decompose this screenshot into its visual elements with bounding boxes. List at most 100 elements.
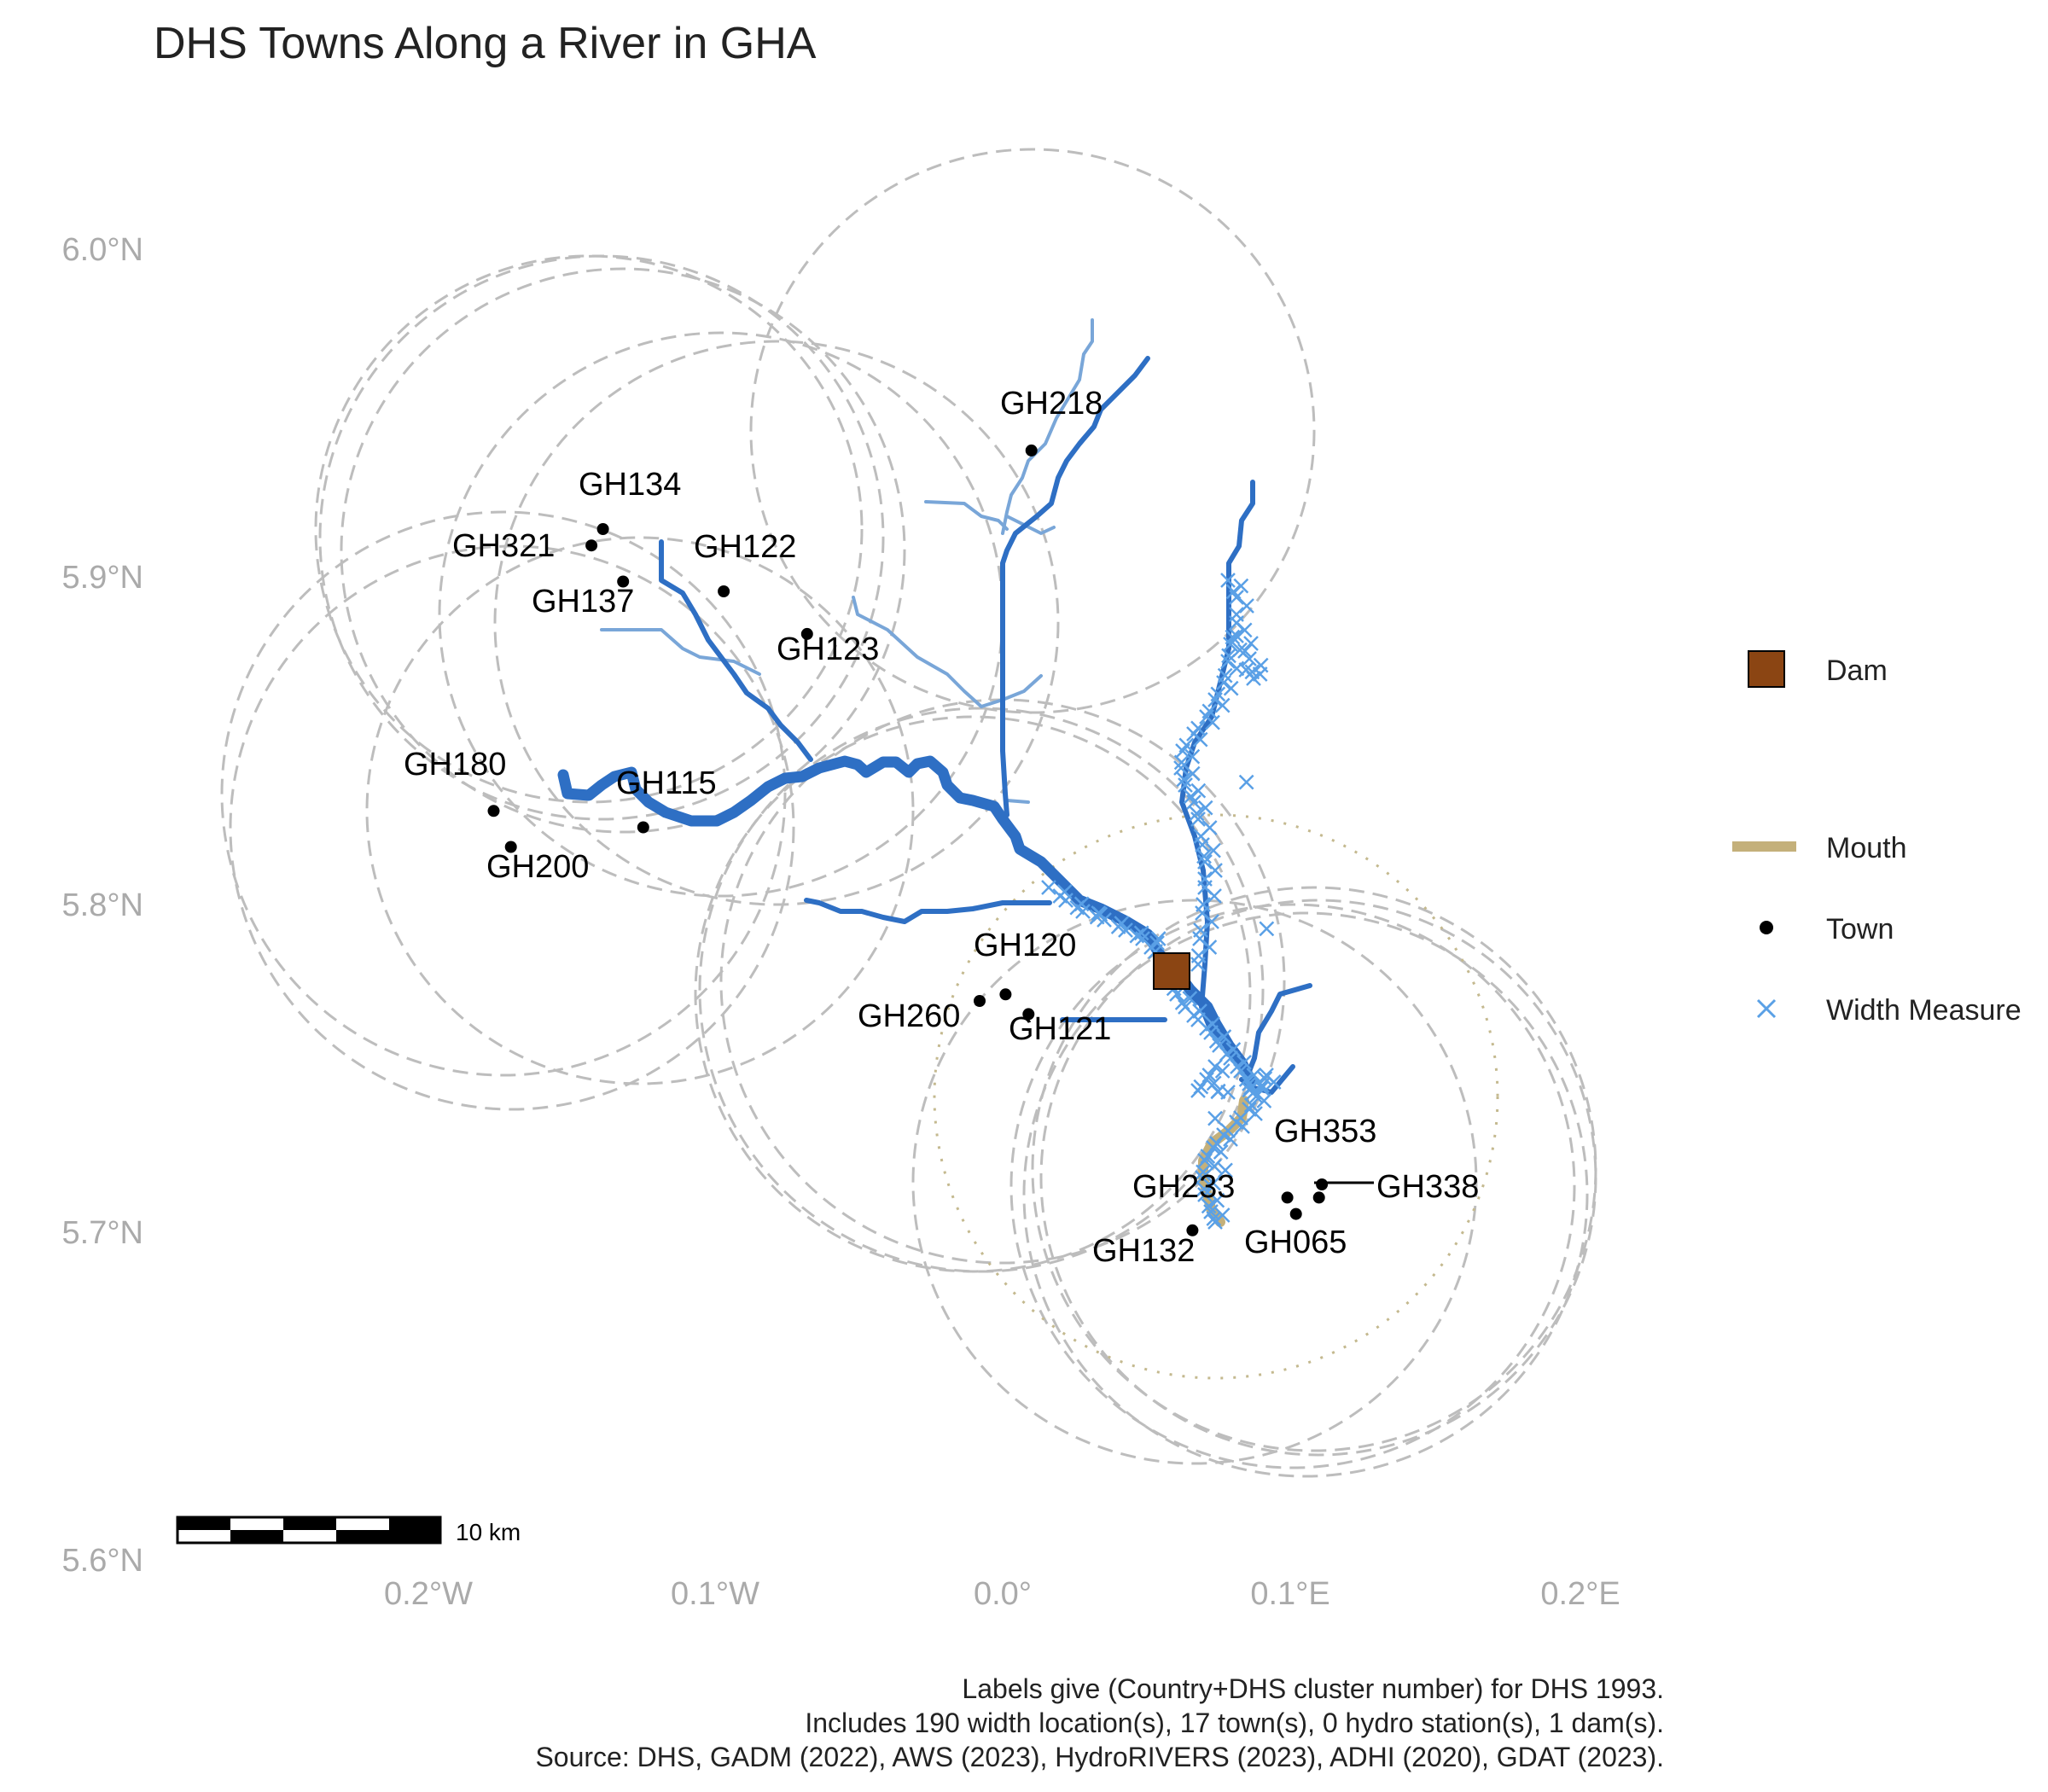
town-label-gh260: GH260 xyxy=(858,998,960,1034)
caption-line-1: Labels give (Country+DHS cluster number)… xyxy=(962,1673,1664,1704)
dam-marker xyxy=(1153,952,1190,990)
width-measure-marker xyxy=(1223,1132,1238,1147)
width-measure-marker xyxy=(1243,1097,1260,1113)
legend: Dam Mouth Town Width Measure xyxy=(1732,650,2022,1027)
width-measure-marker xyxy=(1206,1075,1222,1091)
town-point-gh137 xyxy=(617,575,630,588)
width-measure-marker xyxy=(1197,800,1213,816)
width-measure-marker xyxy=(1207,888,1222,904)
width-measure-marker xyxy=(1186,794,1201,810)
scale-bar-segment xyxy=(336,1530,389,1543)
river-tributary xyxy=(1005,799,1030,804)
buffer-circle xyxy=(1022,911,1589,1478)
town-label-gh132: GH132 xyxy=(1092,1233,1195,1269)
river-tributary xyxy=(924,500,1009,531)
width-measure-marker xyxy=(1252,666,1268,682)
width-measure-marker xyxy=(1199,1072,1214,1087)
width-measure-marker xyxy=(1257,1071,1273,1086)
width-measure-marker xyxy=(1173,760,1189,776)
y-tick-label: 5.8°N xyxy=(62,887,143,923)
town-points xyxy=(487,444,1329,1236)
dam-square xyxy=(1153,952,1190,990)
town-label-gh123: GH123 xyxy=(777,631,879,667)
town-labels: GH218 GH134 GH321 GH137 GH122 GH123 GH18… xyxy=(404,386,1479,1269)
width-measure-marker xyxy=(1220,654,1236,669)
width-measure-marker xyxy=(1206,1140,1221,1155)
town-label-gh180: GH180 xyxy=(404,747,506,783)
width-measure-marker xyxy=(1189,806,1205,822)
buffer-circle xyxy=(694,715,1252,1273)
legend-town-key xyxy=(1760,921,1773,934)
width-measure-marker xyxy=(1236,622,1253,638)
buffer-circle xyxy=(698,707,1265,1273)
width-measure-marker xyxy=(1223,1050,1238,1066)
scale-bar-label: 10 km xyxy=(456,1519,521,1545)
town-point-gh122 xyxy=(718,585,730,597)
caption-line-3: Source: DHS, GADM (2022), AWS (2023), Hy… xyxy=(535,1742,1664,1772)
width-measure-marker xyxy=(1218,1162,1233,1178)
legend-mouth-label: Mouth xyxy=(1826,832,1907,864)
town-point-gh065 xyxy=(1289,1207,1302,1220)
width-measure-marker xyxy=(1220,573,1236,588)
town-label-gh233: GH233 xyxy=(1132,1169,1235,1205)
river-tributary-west xyxy=(659,539,813,762)
width-measure-marker xyxy=(1229,628,1244,643)
buffer-circle xyxy=(1031,886,1597,1452)
buffer-circle xyxy=(340,267,906,834)
map-title: DHS Towns Along a River in GHA xyxy=(154,19,817,68)
river-tributary-south xyxy=(804,898,1052,924)
town-point-gh200 xyxy=(504,841,517,853)
x-tick-label: 0.1°W xyxy=(671,1576,759,1612)
width-measure-marker xyxy=(1233,1063,1248,1079)
river-tributary xyxy=(1005,515,1056,535)
width-measure-marker xyxy=(1133,925,1149,941)
y-axis: 6.0°N 5.9°N 5.8°N 5.7°N 5.6°N xyxy=(62,232,143,1579)
scale-bar-segment xyxy=(283,1517,336,1530)
width-measure-marker xyxy=(1254,1080,1270,1096)
river-east-branch xyxy=(1243,983,1312,1082)
town-point-gh123 xyxy=(800,627,813,640)
width-measure-marker xyxy=(1213,1144,1229,1160)
width-measure-marker xyxy=(1236,1055,1252,1070)
town-label-gh121: GH121 xyxy=(1009,1011,1111,1047)
width-measure-marker xyxy=(1209,1192,1225,1208)
town-label-gh218: GH218 xyxy=(1000,386,1103,422)
width-measure-marker xyxy=(1207,1059,1223,1074)
width-measure-marker xyxy=(1207,1110,1223,1126)
width-measure-marker xyxy=(1207,863,1223,878)
width-measure-marker xyxy=(1190,812,1206,827)
width-measure-marker xyxy=(1196,1181,1212,1197)
town-label-gh338: GH338 xyxy=(1376,1169,1479,1205)
town-label-gh115: GH115 xyxy=(616,765,717,801)
width-measure-marker xyxy=(1233,578,1249,594)
town-point-gh321 xyxy=(585,539,598,552)
width-measure-marker xyxy=(1246,1068,1262,1083)
buffer-circle xyxy=(911,899,1478,1465)
town-label-gh134: GH134 xyxy=(579,467,681,503)
width-measure-marker xyxy=(1178,777,1193,793)
width-measure-marker xyxy=(1058,893,1073,908)
legend-width-measure-key xyxy=(1756,998,1777,1019)
width-measure-marker xyxy=(1190,1083,1206,1098)
town-point-gh218 xyxy=(1025,444,1038,457)
town-point-gh120 xyxy=(999,988,1012,1001)
width-measure-marker xyxy=(1197,1187,1213,1202)
width-measure-marker xyxy=(1243,636,1259,651)
town-point-gh338 xyxy=(1312,1191,1325,1204)
legend-width-measure-label: Width Measure xyxy=(1826,994,2022,1027)
width-measure-marker xyxy=(1214,697,1231,713)
buffer-circle xyxy=(314,254,864,804)
width-measure-marker xyxy=(1196,848,1212,864)
buffer-circle xyxy=(438,331,1004,898)
town-point-gh121 xyxy=(1022,1008,1035,1021)
width-measure-marker xyxy=(1206,842,1221,858)
width-measure-marker xyxy=(1203,1025,1219,1040)
width-measure-marker xyxy=(1259,1068,1274,1083)
width-measure-marker xyxy=(1190,783,1207,799)
width-measure-marker xyxy=(1259,921,1275,937)
river-tributary xyxy=(600,628,761,676)
width-measure-marker xyxy=(1207,692,1223,707)
width-measure-marker xyxy=(1225,1042,1242,1057)
caption-line-2: Includes 190 width location(s), 17 town(… xyxy=(805,1708,1664,1738)
town-point-gh115 xyxy=(637,821,649,834)
